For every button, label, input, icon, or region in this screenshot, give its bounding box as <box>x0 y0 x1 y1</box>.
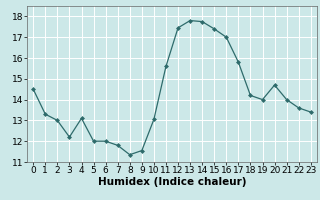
X-axis label: Humidex (Indice chaleur): Humidex (Indice chaleur) <box>98 177 246 187</box>
